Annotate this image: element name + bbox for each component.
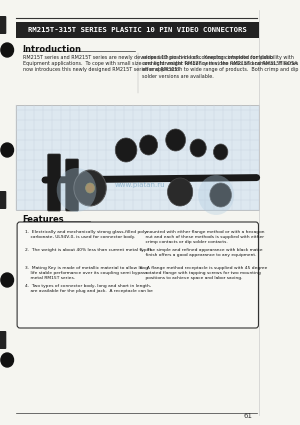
Circle shape	[140, 135, 158, 155]
Text: 5.  The simple and refined appearance with black matte
    finish offers a good : 5. The simple and refined appearance wit…	[140, 248, 262, 257]
Circle shape	[166, 129, 185, 151]
Text: 6.  A flange method receptacle is supplied with 45 degree
    rotated flange wit: 6. A flange method receptacle is supplie…	[140, 266, 267, 280]
Text: RM215T-315T SERIES PLASTIC 10 PIN VIDEO CONNECTORS: RM215T-315T SERIES PLASTIC 10 PIN VIDEO …	[28, 27, 247, 33]
Circle shape	[85, 183, 94, 193]
FancyBboxPatch shape	[0, 16, 6, 34]
Circle shape	[1, 143, 13, 157]
Circle shape	[198, 175, 234, 215]
Circle shape	[190, 139, 206, 157]
FancyBboxPatch shape	[16, 22, 260, 38]
Circle shape	[213, 144, 228, 160]
Text: mounted with either flange method or with a hexagon
    nut and each of these me: mounted with either flange method or wit…	[140, 230, 264, 244]
Text: www.platan.ru: www.platan.ru	[114, 182, 165, 188]
Circle shape	[74, 170, 106, 206]
Circle shape	[57, 168, 96, 212]
Text: 2.  The weight is about 40% less than current metal types.: 2. The weight is about 40% less than cur…	[25, 248, 153, 252]
Text: Features: Features	[22, 215, 64, 224]
FancyBboxPatch shape	[0, 191, 6, 209]
FancyBboxPatch shape	[48, 154, 60, 211]
Circle shape	[210, 183, 231, 207]
Text: 3.  Mating Key is made of metallic material to allow long
    life stable perfor: 3. Mating Key is made of metallic materi…	[25, 266, 148, 280]
FancyBboxPatch shape	[0, 331, 6, 349]
Circle shape	[167, 178, 193, 206]
FancyBboxPatch shape	[16, 105, 260, 210]
FancyBboxPatch shape	[17, 222, 259, 328]
Text: Introduction: Introduction	[22, 45, 82, 54]
Circle shape	[1, 273, 13, 287]
Text: RM215T series and RM215T series are newly developed 10 pin circle of connectors : RM215T series and RM215T series are newl…	[22, 55, 297, 72]
Text: 4.  Two types of connector body, long and short in length,
    are available for: 4. Two types of connector body, long and…	[25, 284, 153, 293]
Circle shape	[1, 353, 13, 367]
Text: 1.  Electrically and mechanically strong glass-filled poly-
    carbonate, UL94V: 1. Electrically and mechanically strong …	[25, 230, 148, 239]
Circle shape	[115, 138, 137, 162]
Text: series with push-in lock.  Keeping complete compatibility with connector mater R: series with push-in lock. Keeping comple…	[142, 55, 299, 79]
FancyBboxPatch shape	[66, 159, 78, 211]
Text: 61: 61	[243, 413, 252, 419]
Circle shape	[1, 43, 13, 57]
